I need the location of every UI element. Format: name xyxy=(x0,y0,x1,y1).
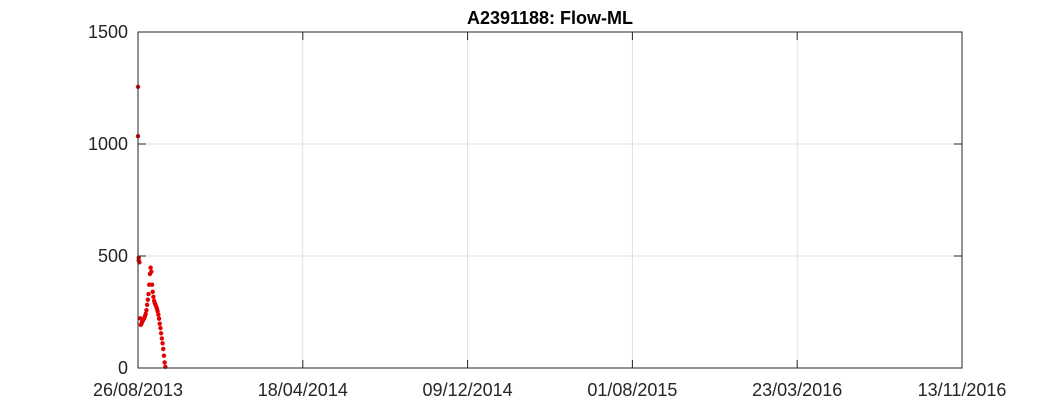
x-tick-label: 13/11/2016 xyxy=(918,380,1007,400)
chart-title: A2391188: Flow-ML xyxy=(467,8,633,28)
x-tick-label: 23/03/2016 xyxy=(752,380,842,400)
x-tick-label: 01/08/2015 xyxy=(587,380,677,400)
data-point xyxy=(156,316,162,321)
y-axis-tick-labels: 0 500 1000 1500 xyxy=(88,22,128,378)
data-points xyxy=(135,84,168,370)
y-tick-label: 500 xyxy=(98,246,128,266)
data-point xyxy=(144,302,150,308)
data-point xyxy=(143,311,148,316)
data-point xyxy=(156,312,161,317)
x-axis-tick-labels: 26/08/2013 18/04/2014 09/12/2014 01/08/2015… xyxy=(93,380,1006,400)
x-tick-label: 18/04/2014 xyxy=(258,380,348,400)
tick-marks xyxy=(137,31,963,369)
data-point xyxy=(151,294,156,299)
data-point xyxy=(150,289,155,295)
data-point xyxy=(149,282,155,287)
y-tick-label: 1500 xyxy=(88,22,128,42)
data-point xyxy=(159,336,165,341)
data-point xyxy=(149,269,154,274)
data-point xyxy=(160,341,165,346)
data-point xyxy=(158,331,164,336)
data-point xyxy=(146,291,151,297)
data-point xyxy=(161,353,167,358)
data-point xyxy=(155,309,160,314)
axes-background xyxy=(138,32,962,368)
grid-lines xyxy=(138,32,962,368)
data-point xyxy=(157,321,162,326)
y-tick-label: 0 xyxy=(118,358,128,378)
axes-box xyxy=(137,31,963,369)
x-tick-label: 26/08/2013 xyxy=(93,380,183,400)
plot-area xyxy=(135,31,963,370)
data-point xyxy=(148,265,153,270)
x-tick-label: 09/12/2014 xyxy=(423,380,513,400)
data-point xyxy=(145,297,151,302)
data-point xyxy=(161,346,166,352)
data-point xyxy=(162,360,167,365)
y-tick-label: 1000 xyxy=(88,134,128,154)
data-point xyxy=(158,325,163,331)
data-point xyxy=(144,308,149,313)
